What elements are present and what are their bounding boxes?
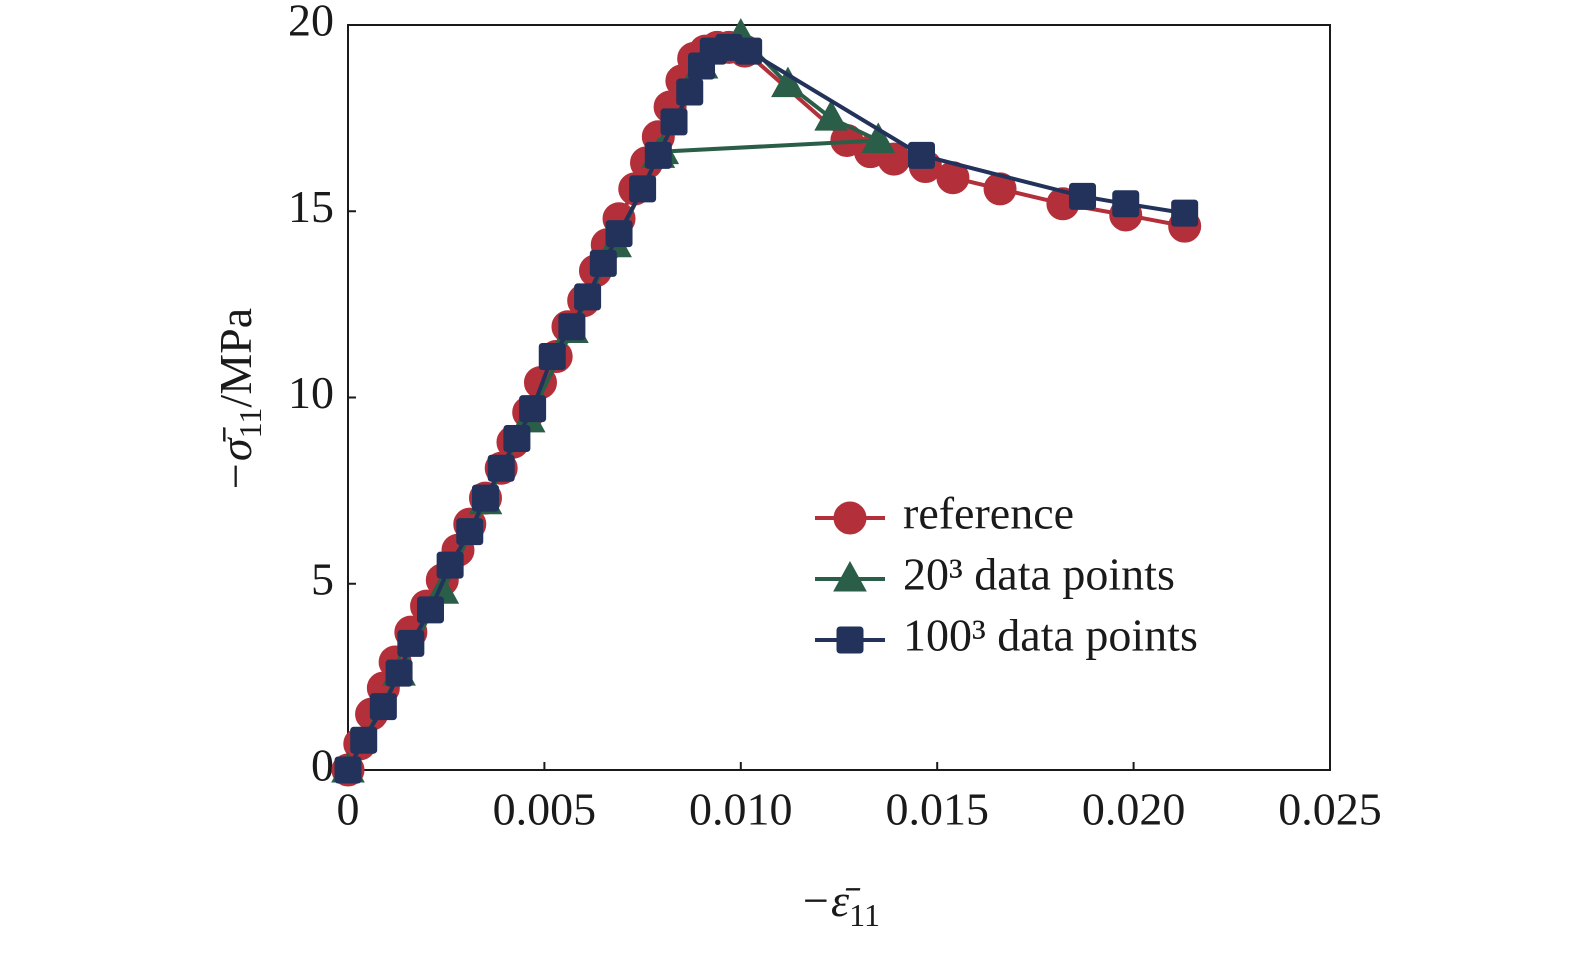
marker	[436, 551, 464, 579]
x-tick-label: 0.025	[1278, 784, 1382, 835]
marker	[660, 108, 688, 136]
marker	[644, 141, 672, 169]
marker	[589, 249, 617, 277]
y-tick-label: 15	[288, 181, 334, 232]
x-label-subscript: 11	[849, 897, 880, 933]
x-axis-label: −ε̄11	[800, 875, 880, 934]
y-axis-label: −σ̄11/MPa	[210, 308, 269, 492]
marker	[1171, 199, 1199, 227]
marker	[397, 629, 425, 657]
y-tick-label: 0	[311, 740, 334, 791]
marker	[861, 122, 896, 153]
marker	[1112, 190, 1140, 218]
marker	[833, 560, 867, 592]
x-tick-label: 0.015	[885, 784, 989, 835]
series	[334, 33, 1199, 784]
legend-label: 20³ data points	[903, 549, 1175, 600]
marker	[814, 100, 848, 131]
marker	[350, 726, 378, 754]
marker	[574, 283, 602, 311]
marker	[907, 141, 935, 169]
marker	[983, 172, 1017, 206]
y-tick-label: 20	[288, 0, 334, 46]
marker	[416, 596, 444, 624]
series-line	[346, 33, 880, 771]
marker	[1069, 182, 1097, 210]
marker	[471, 484, 499, 512]
x-tick-label: 0.010	[689, 784, 793, 835]
legend-label: 100³ data points	[903, 610, 1198, 661]
marker	[385, 659, 413, 687]
x-tick-label: 0.005	[493, 784, 597, 835]
y-tick-label: 5	[311, 553, 334, 604]
marker	[735, 37, 763, 65]
series-line	[346, 45, 1185, 771]
marker	[487, 454, 515, 482]
marker	[519, 395, 547, 423]
marker	[538, 343, 566, 371]
marker	[558, 313, 586, 341]
series-line	[346, 45, 1186, 771]
y-tick-label: 10	[288, 367, 334, 418]
marker	[605, 220, 633, 248]
marker	[836, 626, 864, 654]
y-label-subscript: 11	[232, 408, 268, 439]
marker	[676, 78, 704, 106]
marker	[456, 518, 484, 546]
series	[331, 18, 896, 783]
y-label-unit: /MPa	[210, 308, 261, 408]
marker	[629, 175, 657, 203]
marker	[369, 693, 397, 721]
marker	[503, 424, 531, 452]
marker	[771, 66, 805, 98]
x-tick-label: 0	[337, 784, 360, 835]
marker	[833, 501, 867, 535]
x-tick-label: 0.020	[1082, 784, 1186, 835]
legend-label: reference	[903, 488, 1074, 539]
marker	[334, 756, 362, 784]
